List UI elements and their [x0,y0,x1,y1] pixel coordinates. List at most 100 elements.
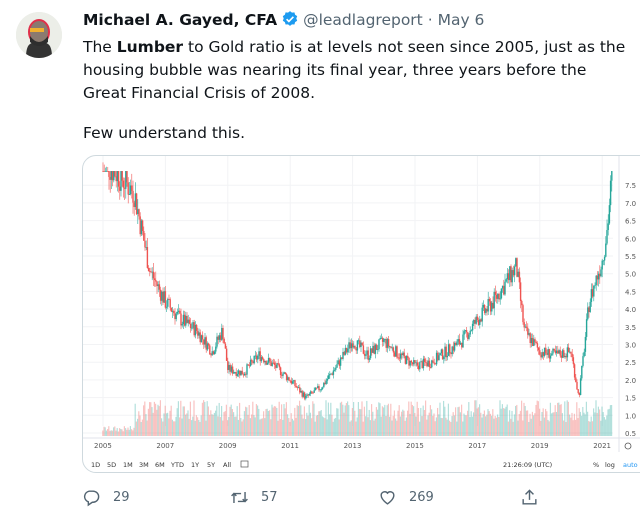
candle-body [372,345,374,353]
volume-bar [269,410,271,436]
volume-bar [228,416,230,436]
volume-bar [326,419,328,436]
volume-bar [301,414,303,436]
candle-body [527,327,529,335]
auto-toggle[interactable]: auto [623,461,638,469]
volume-bar [230,404,232,436]
candle-body [105,171,108,172]
candle-body [528,333,530,335]
volume-bar [139,415,141,436]
volume-bar [470,411,472,436]
candle-body [458,339,461,345]
avatar[interactable] [16,12,62,58]
candle-body [571,353,573,358]
candle-body [434,363,437,365]
volume-bar [108,426,110,436]
candle-body [379,338,381,340]
tweet-date[interactable]: May 6 [437,11,485,29]
log-toggle[interactable]: log [605,461,615,469]
volume-bar [321,416,323,436]
author-handle[interactable]: @leadlagreport [303,11,423,29]
volume-bar [211,414,213,436]
volume-bar [275,406,277,436]
volume-bar [387,403,389,436]
range-button-1m[interactable]: 1M [123,461,133,469]
volume-bar [595,400,597,436]
like-button[interactable]: 269 [378,488,434,507]
range-button-5d[interactable]: 5D [107,461,116,469]
volume-bar [192,416,194,436]
volume-bar [187,410,189,436]
range-button-6m[interactable]: 6M [155,461,165,469]
candle-body [263,359,265,363]
retweet-button[interactable]: 57 [230,488,278,507]
heart-icon [380,491,395,505]
volume-bar [307,415,309,436]
reply-button[interactable]: 29 [82,488,130,507]
author-name[interactable]: Michael A. Gayed, CFA [83,11,278,29]
candle-body [423,358,426,362]
candle-body [524,326,527,328]
candle-body [152,271,155,279]
volume-bar [258,408,260,436]
y-tick-label: 1.0 [625,412,636,420]
candle-body [427,360,429,367]
range-button-5y[interactable]: 5Y [207,461,215,469]
candle-body [341,357,343,359]
chart-image[interactable]: 0.5 1.0 1.5 2.0 2.5 3.0 3.5 4.0 4.5 5.0 5.5 6.0 6.5 7… [82,155,640,473]
candle-body [410,360,413,363]
volume-bar [393,410,395,436]
volume-bar [515,405,517,436]
volume-bar [363,406,365,436]
volume-bar [498,416,500,436]
volume-bar [255,404,257,436]
volume-bar [493,418,495,436]
volume-bar [510,418,512,436]
candle-body [151,271,153,273]
volume-bar [308,404,310,436]
volume-bar [588,421,590,436]
volume-bar [433,413,435,436]
candle-body [560,355,563,358]
date-range-icon[interactable] [240,460,249,468]
candle-body [234,372,236,373]
settings-gear-icon[interactable] [624,442,632,450]
candle-body [252,361,254,364]
volume-bar [188,418,190,436]
volume-bar [451,416,453,436]
range-button-all[interactable]: All [223,461,231,469]
percent-toggle[interactable]: % [593,461,599,469]
range-button-3m[interactable]: 3M [139,461,149,469]
volume-bar [193,400,195,436]
candle-body [395,346,397,357]
candle-body [483,304,486,313]
candle-body [150,271,152,273]
candle-body [140,220,143,235]
volume-bar [521,400,523,436]
candle-body [116,171,119,182]
candle-body [191,327,193,329]
range-button-1d[interactable]: 1D [91,461,100,469]
volume-bar [422,405,424,436]
like-count: 269 [409,490,434,505]
candle-body [156,281,158,287]
volume-bar [395,418,397,436]
candle-body [123,187,126,189]
range-button-ytd[interactable]: YTD [170,461,184,469]
volume-bar [380,416,382,436]
y-tick-label: 6.5 [625,218,636,226]
volume-bar [271,404,273,436]
volume-bar [524,406,526,436]
candle-body [248,365,251,367]
share-button[interactable] [520,488,539,507]
candle-body [227,360,229,370]
volume-bar [109,430,111,436]
text-second-paragraph: Few understand this. [83,124,246,142]
candle-body [176,311,179,314]
candle-body [512,270,515,276]
volume-bar [234,416,236,436]
volume-bar [405,417,407,436]
range-button-1y[interactable]: 1Y [191,461,199,469]
volume-bar [417,407,419,436]
y-tick-label: 5.0 [625,271,636,279]
